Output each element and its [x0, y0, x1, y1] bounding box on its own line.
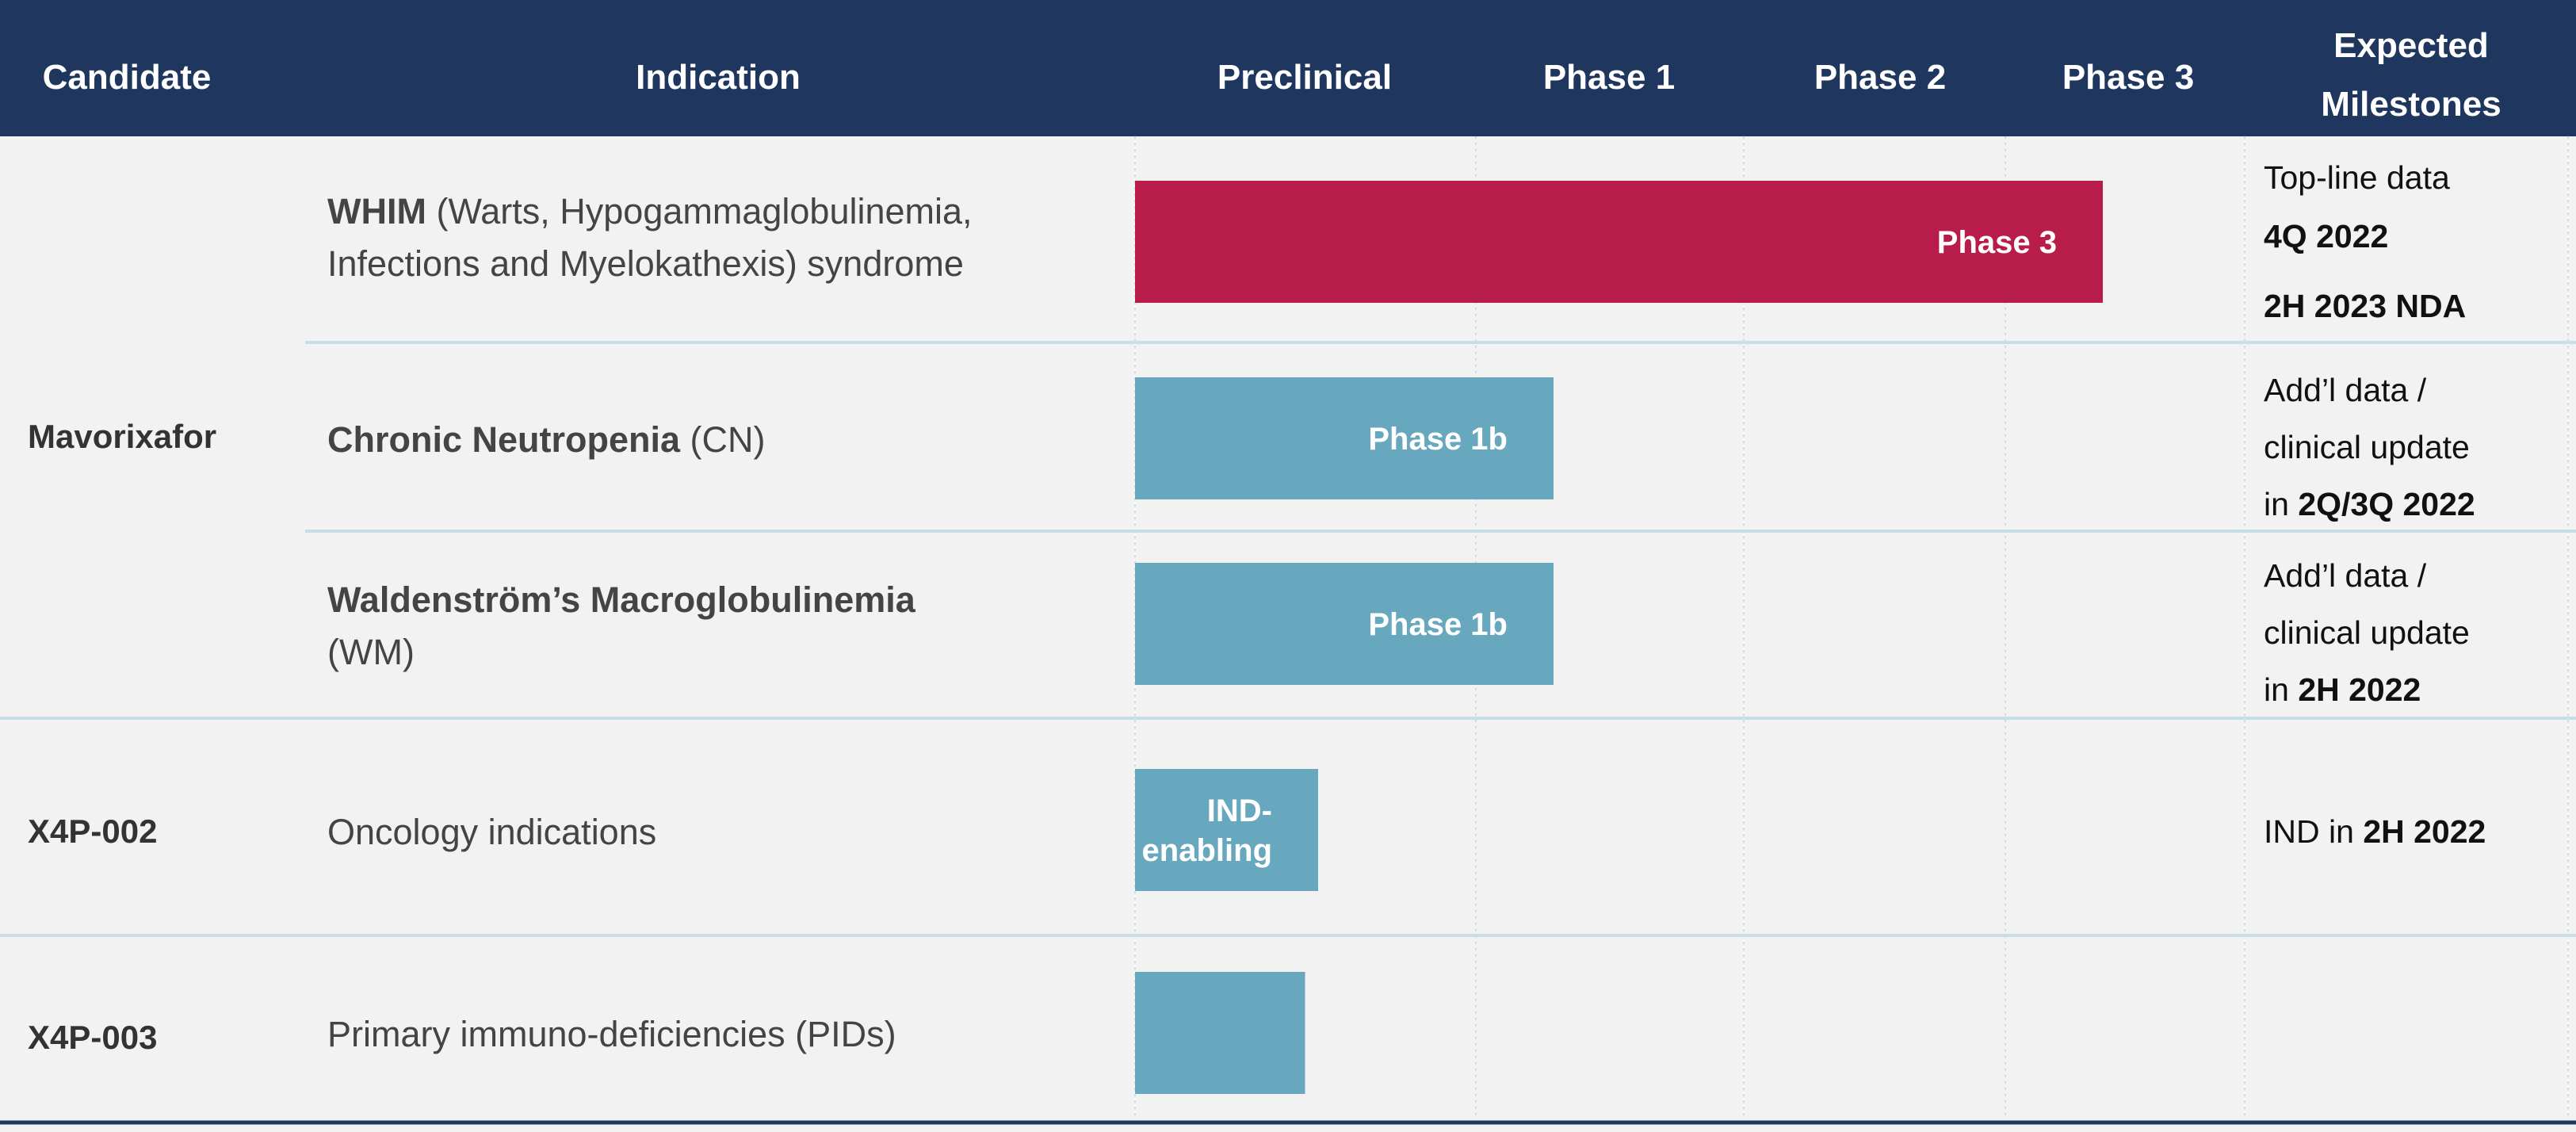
indication-label: Infections and Myelokathexis) syndrome — [327, 243, 964, 284]
header-milestones: Expected — [2333, 26, 2489, 65]
candidate-label: X4P-003 — [28, 1019, 157, 1056]
milestone-label: 2H 2023 NDA — [2264, 288, 2466, 324]
indication-label-segment: (WM) — [327, 632, 415, 672]
progress-bar — [1135, 972, 1305, 1094]
milestone-label-segment: in — [2264, 486, 2298, 522]
indication-label: Primary immuno-deficiencies (PIDs) — [327, 1014, 896, 1054]
candidate-label: Mavorixafor — [28, 418, 216, 455]
header-candidate: Candidate — [43, 58, 212, 97]
bar-label: Phase 1b — [1368, 607, 1508, 642]
milestone-label-segment: 4Q 2022 — [2264, 218, 2388, 254]
indication-label: Waldenström’s Macroglobulinemia — [327, 579, 916, 620]
indication-label: WHIM (Warts, Hypogammaglobulinemia, — [327, 191, 973, 231]
milestone-label: Add’l data / — [2264, 557, 2427, 594]
milestone-label: Top-line data — [2264, 159, 2450, 196]
milestone-label: clinical update — [2264, 429, 2470, 465]
milestone-label-segment: 2Q/3Q 2022 — [2298, 486, 2475, 522]
indication-label-segment: (CN) — [680, 419, 765, 460]
bar-label: Phase 1b — [1368, 422, 1508, 457]
indication-label-segment: Infections and Myelokathexis) syndrome — [327, 243, 964, 284]
milestone-label-segment: Add’l data / — [2264, 372, 2427, 408]
milestone-label-segment: 2H 2023 NDA — [2264, 288, 2466, 324]
indication-label: (WM) — [327, 632, 415, 672]
header-milestones: Milestones — [2321, 85, 2501, 124]
table-header-background — [0, 0, 2576, 136]
bar-label: IND- — [1207, 794, 1272, 828]
milestone-label: IND in 2H 2022 — [2264, 813, 2486, 850]
indication-label-segment: Oncology indications — [327, 812, 656, 852]
milestone-label: 4Q 2022 — [2264, 218, 2388, 254]
milestone-label-segment: in — [2264, 671, 2298, 708]
indication-label: Chronic Neutropenia (CN) — [327, 419, 766, 460]
milestone-label-segment: 2H 2022 — [2298, 671, 2421, 708]
milestone-label: in 2H 2022 — [2264, 671, 2421, 708]
progress-bar — [1135, 563, 1554, 685]
milestone-label-segment: Top-line data — [2264, 159, 2450, 196]
milestone-label: clinical update — [2264, 614, 2470, 651]
progress-bar — [1135, 377, 1554, 499]
header-stage-phase-2: Phase 2 — [1814, 58, 1946, 97]
progress-bar — [1135, 181, 2103, 303]
milestone-label-segment: Add’l data / — [2264, 557, 2427, 594]
milestone-label-segment: 2H 2022 — [2363, 813, 2486, 850]
indication-label-segment: Primary immuno-deficiencies (PIDs) — [327, 1014, 896, 1054]
header-stage-phase-1: Phase 1 — [1543, 58, 1675, 97]
indication-label-segment: Chronic Neutropenia — [327, 419, 681, 460]
indication-label-segment: Waldenström’s Macroglobulinemia — [327, 579, 916, 620]
indication-label-segment: (Warts, Hypogammaglobulinemia, — [426, 191, 973, 231]
milestone-label: Add’l data / — [2264, 372, 2427, 408]
milestone-label-segment: clinical update — [2264, 614, 2470, 651]
header-indication: Indication — [636, 58, 801, 97]
header-stage-phase-3: Phase 3 — [2062, 58, 2194, 97]
indication-label: Oncology indications — [327, 812, 656, 852]
candidate-label: X4P-002 — [28, 813, 157, 850]
milestone-label-segment: IND in — [2264, 813, 2363, 850]
progress-bar — [1135, 769, 1318, 891]
header-stage-preclinical: Preclinical — [1217, 58, 1392, 97]
bar-label: Phase 3 — [1937, 225, 2057, 260]
milestone-label: in 2Q/3Q 2022 — [2264, 486, 2475, 522]
milestone-label-segment: clinical update — [2264, 429, 2470, 465]
indication-label-segment: WHIM — [327, 191, 426, 231]
bar-label: enabling — [1142, 833, 1272, 868]
